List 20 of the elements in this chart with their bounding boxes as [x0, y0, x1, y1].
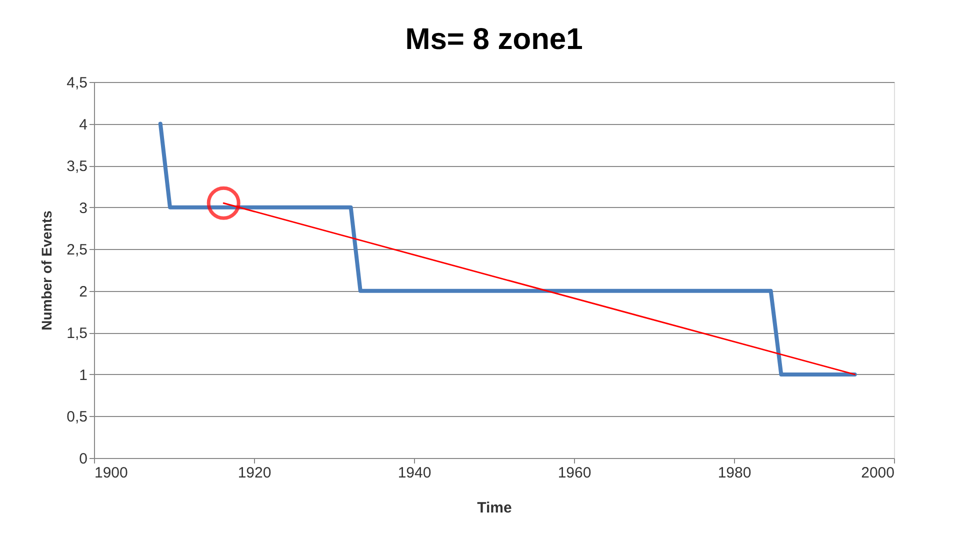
y-tick-label: 1,5 [66, 325, 88, 342]
x-tick-label: 1980 [718, 464, 752, 482]
line-series [158, 122, 857, 376]
y-tick-label: 3 [79, 200, 88, 217]
x-tick-label: 1920 [238, 464, 272, 482]
y-tick-label: 3,5 [66, 158, 88, 176]
x-tick-label: 1940 [398, 464, 432, 482]
x-tick-label: 1960 [558, 464, 592, 482]
chart-title: Ms= 8 zone1 [405, 23, 583, 56]
y-tick-label: 0,5 [66, 408, 88, 426]
x-tick-label: 2000 [861, 464, 894, 482]
y-tick-label: 1 [79, 366, 88, 384]
x-axis-title: Time [477, 500, 512, 516]
y-tick-label: 4,5 [66, 74, 88, 92]
y-axis-title: Number of Events [38, 210, 55, 330]
y-tick-label: 2 [79, 283, 88, 300]
y-tick-label: 4 [79, 116, 88, 134]
x-tick-label: 1900 [94, 464, 128, 482]
y-tick-label: 2,5 [66, 242, 88, 259]
y-tick-label: 0 [79, 450, 88, 468]
